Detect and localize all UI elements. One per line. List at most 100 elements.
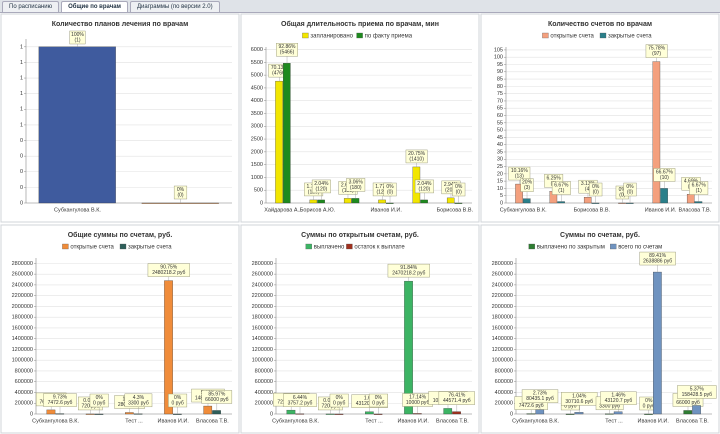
value-label: 0% (0) (592, 184, 600, 196)
value-label-line: 66000 руб (676, 400, 700, 406)
value-label-line: (1) (74, 38, 80, 44)
value-label-box (405, 149, 428, 164)
value-label: 0%0 руб (171, 395, 183, 407)
y-tick-label: 1 (20, 122, 23, 128)
value-label-box (551, 181, 571, 195)
value-label-box (147, 263, 190, 277)
value-label-line: 90.75% (160, 265, 178, 271)
bar (125, 412, 134, 415)
bar (351, 198, 360, 204)
y-tick-label: 5 (500, 193, 503, 199)
y-tick-label: 0 (30, 411, 33, 417)
value-label-line: 10000 руб (406, 400, 430, 406)
value-label: 100% (1) (71, 32, 84, 44)
x-tick-label: Субхангулова В.К. (500, 207, 547, 213)
y-tick-label: 2200000 (492, 293, 513, 299)
y-tick-label: 2500 (251, 137, 263, 143)
y-tick-label: 2000 (251, 149, 263, 155)
y-tick-label: 0 (20, 154, 23, 160)
value-label-line: 80435.1 руб (526, 397, 554, 403)
bar (535, 409, 545, 415)
value-label-line: 20% (522, 180, 533, 186)
value-label-line: 2480218.2 руб (152, 270, 185, 276)
bar (141, 202, 219, 204)
y-tick-label: 200000 (255, 401, 273, 407)
legend-label: выплачено (314, 244, 345, 250)
value-label: 92.86% (5466) (279, 45, 297, 57)
value-label-line: 43120.7 руб (605, 399, 633, 405)
value-label-line: 3300 руб (128, 401, 149, 407)
legend-swatch (302, 32, 309, 39)
y-tick-label: 2200000 (12, 293, 33, 299)
legend-swatch (599, 32, 607, 39)
legend-swatch (610, 243, 617, 250)
y-tick-label: 1600000 (12, 325, 33, 331)
value-label: 0%0 руб (333, 395, 345, 407)
y-tick-label: 1 (20, 91, 23, 97)
value-label-line: 92.86% (279, 45, 297, 51)
value-label-line: 6.67% (692, 183, 707, 189)
value-label: 66.67% (10) (656, 170, 674, 182)
value-label-line: 0% (626, 184, 634, 190)
y-tick-label: 2000000 (252, 304, 273, 310)
y-tick-label: 20 (497, 171, 503, 177)
y-tick-label: 1000 (251, 175, 263, 181)
bar (286, 409, 296, 415)
value-label-line: 6.67% (554, 183, 569, 189)
value-label-line: 0% (619, 187, 627, 193)
bar (46, 409, 56, 415)
value-label-box (508, 166, 531, 181)
y-tick-label: 1500 (251, 162, 263, 168)
value-label-box (589, 182, 603, 197)
legend-swatch (356, 32, 363, 39)
value-label-line: (120) (376, 190, 388, 196)
value-label-box (623, 182, 637, 197)
value-label-line: 158428.5 руб (682, 392, 713, 398)
value-label-box (520, 178, 534, 192)
value-label: 0% (0) (626, 184, 634, 196)
bar (557, 201, 565, 204)
value-label-line: 7472.6 руб (48, 400, 73, 406)
y-tick-label: 2800000 (12, 261, 33, 267)
y-tick-label: 400000 (15, 390, 33, 396)
value-label-line: 3.13% (581, 181, 596, 187)
bar (605, 413, 614, 415)
value-label-line: 5.37% (690, 387, 705, 393)
y-tick-label: 2600000 (252, 272, 273, 278)
bar (523, 198, 531, 204)
value-label: 5.37% 158428.5 руб (682, 387, 713, 399)
value-label-box (89, 393, 109, 408)
y-tick-label: 5500 (251, 60, 263, 66)
y-tick-label: 45 (497, 135, 503, 141)
legend-label: остаток к выплате (354, 244, 405, 250)
bar (644, 413, 653, 415)
bar (692, 405, 701, 415)
y-tick-label: 55 (497, 120, 503, 126)
value-label-line: 30710.6 руб (565, 399, 593, 405)
value-label-line: (97) (652, 51, 661, 57)
value-label-line: (5466) (280, 50, 295, 56)
legend-label: закрытые счета (128, 244, 172, 250)
bar (275, 80, 283, 204)
bar (694, 201, 703, 204)
value-label-box (283, 393, 317, 407)
value-label-box (639, 251, 676, 266)
value-label: 17.14% 10000 руб (406, 395, 430, 407)
tab[interactable]: Диаграммы (по версии 2.0) (129, 1, 220, 12)
value-label-box (124, 393, 153, 408)
value-label-line: 0% (177, 187, 185, 193)
bar (85, 413, 95, 415)
tab[interactable]: Общие по врачам (61, 1, 128, 12)
tab[interactable]: По расписанию (2, 1, 60, 12)
tab-bar: По расписанию Общие по врачам Диаграммы … (0, 0, 720, 13)
value-label-line: 2638886 руб (643, 259, 672, 265)
bar (574, 412, 584, 415)
bar (55, 413, 65, 415)
value-label-box (689, 181, 709, 195)
value-label-line: 0% (455, 184, 463, 190)
y-tick-label: 90 (497, 69, 503, 75)
value-label-line: 2470218.2 руб (392, 271, 425, 277)
x-tick-label: Власова Т.В. (436, 418, 469, 424)
bar (309, 199, 318, 204)
value-label-line: (0) (627, 190, 633, 196)
